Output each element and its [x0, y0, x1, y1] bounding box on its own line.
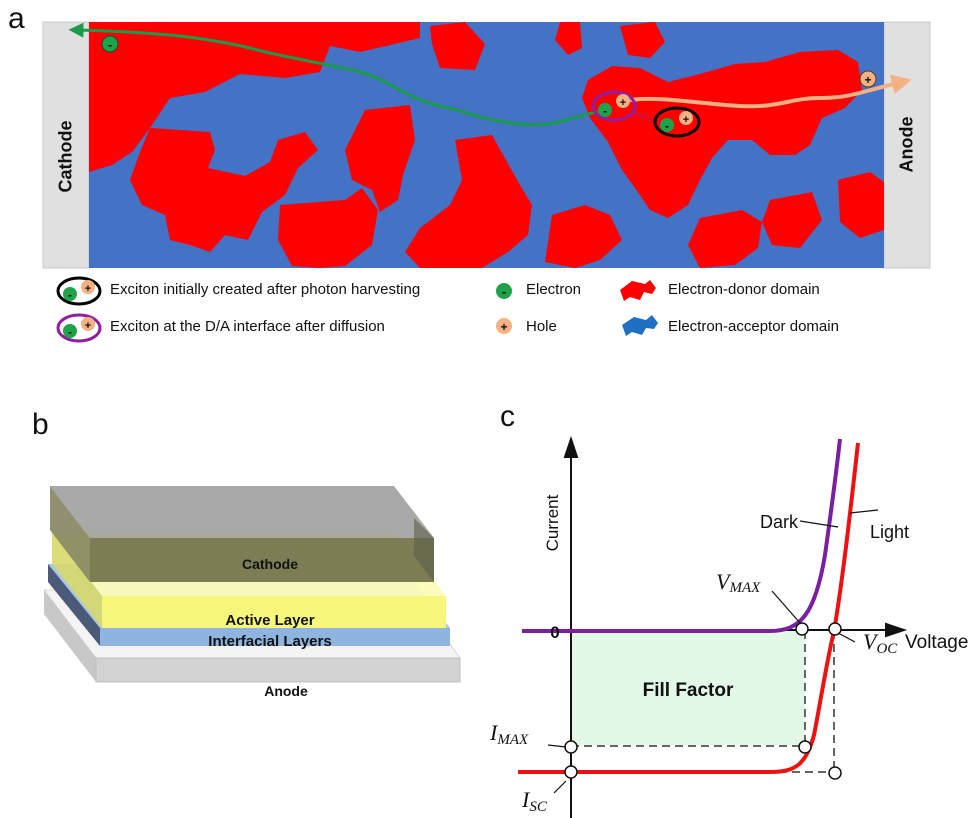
device-stack-diagram: Cathode Active Layer Interfacial Layers … — [42, 486, 461, 699]
dark-curve — [522, 438, 842, 633]
exciton-diffusion-link — [634, 111, 659, 123]
hole-transport-path — [629, 74, 912, 109]
svg-text:-: - — [502, 284, 506, 299]
svg-text:+: + — [620, 97, 626, 109]
panel-c-letter: c — [500, 400, 515, 433]
hole-at-anode: + — [859, 70, 877, 88]
panel-a-letter: a — [8, 2, 25, 35]
legend-electron-text: Electron — [526, 281, 582, 298]
electron-at-cathode: - — [101, 35, 119, 53]
dark-label: Dark — [760, 512, 799, 532]
cathode-label: Cathode — [55, 120, 76, 193]
legend-exciton-initial-icon: - + — [56, 276, 102, 306]
exciton-initial: - + — [653, 106, 701, 138]
svg-text:+: + — [500, 320, 507, 334]
donor-domain — [555, 22, 582, 55]
svg-text:-: - — [665, 119, 669, 133]
active-layer-label: Active Layer — [225, 612, 314, 629]
isc-label: ISC — [521, 787, 548, 815]
donor-domain — [278, 188, 378, 268]
legend-acceptor-text: Electron-acceptor domain — [668, 318, 839, 335]
donor-domain — [545, 205, 622, 268]
light-curve — [518, 442, 860, 774]
origin-label: 0 — [550, 623, 559, 642]
svg-text:+: + — [864, 73, 871, 87]
legend-symbols: - + - + - + — [56, 276, 658, 343]
vmax-label: VMAX — [716, 569, 761, 596]
anode-electrode — [883, 21, 931, 269]
donor-domain — [345, 105, 415, 212]
svg-text:-: - — [68, 325, 72, 339]
imax-point — [564, 740, 578, 754]
legend-exciton-initial-text: Exciton initially created after photon h… — [110, 281, 421, 298]
legend-acceptor-icon — [622, 315, 658, 336]
anode-label: Anode — [896, 116, 917, 173]
legend-donor-icon — [620, 280, 656, 301]
panel-b-letter: b — [32, 408, 49, 441]
svg-text:+: + — [85, 283, 91, 295]
anode-layer-label: Anode — [264, 683, 308, 699]
voc-point — [828, 622, 842, 636]
light-label: Light — [870, 522, 909, 542]
corner-point — [828, 766, 842, 780]
label-pointers — [547, 509, 879, 794]
voc-label: VOC — [863, 629, 898, 657]
svg-text:+: + — [85, 320, 91, 332]
imax-label: IMAX — [489, 720, 529, 748]
donor-domain — [838, 172, 884, 238]
legend-donor-text: Electron-donor domain — [668, 281, 820, 298]
donor-domain — [620, 22, 665, 58]
svg-text:-: - — [108, 37, 112, 52]
isc-point — [564, 765, 578, 779]
electron-transport-path — [68, 22, 599, 127]
donor-domain — [405, 135, 532, 268]
donor-domains — [89, 22, 884, 268]
iv-curve-chart: Current Voltage 0 Dark Light Fill Factor… — [489, 435, 968, 818]
donor-domain — [688, 210, 762, 268]
x-axis-arrow — [885, 622, 908, 638]
donor-domain — [89, 22, 420, 172]
y-axis-arrow — [563, 435, 579, 458]
cathode-layer-label: Cathode — [242, 556, 298, 572]
morphology-diagram: - + - + - + — [42, 21, 931, 269]
fill-factor-area — [571, 631, 805, 745]
y-axis-label: Current — [543, 494, 562, 551]
legend-electron-icon: - — [496, 283, 512, 299]
donor-domain — [582, 50, 862, 218]
vmax-point — [795, 622, 809, 636]
cathode-layer — [50, 486, 434, 582]
svg-text:+: + — [683, 114, 689, 126]
key-points — [564, 622, 842, 780]
interfacial-layer-label: Interfacial Layers — [208, 633, 331, 650]
legend-exciton-interface-text: Exciton at the D/A interface after diffu… — [110, 318, 385, 335]
donor-domain — [130, 128, 318, 252]
legend-hole-icon: + — [496, 318, 512, 334]
legend-exciton-interface-icon: - + — [56, 313, 102, 343]
svg-text:-: - — [68, 288, 72, 302]
x-axis-label: Voltage — [905, 632, 968, 653]
max-power-point — [798, 740, 812, 754]
donor-domain — [762, 192, 822, 248]
svg-text:-: - — [603, 104, 607, 118]
donor-domain — [430, 22, 485, 70]
fill-factor-label: Fill Factor — [643, 680, 734, 701]
legend-hole-text: Hole — [526, 318, 557, 335]
exciton-at-interface: - + — [591, 90, 637, 122]
